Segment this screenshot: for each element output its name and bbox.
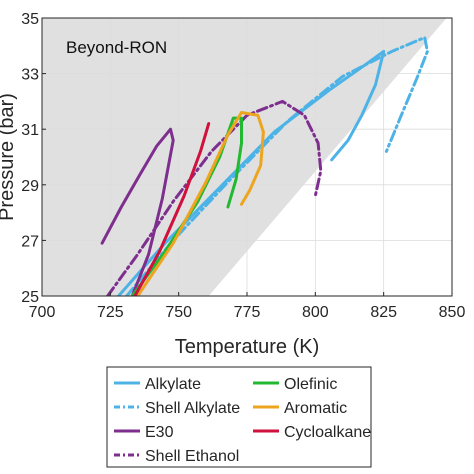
series-shell-alkylate — [125, 36, 429, 296]
legend-label: Alkylate — [145, 376, 201, 393]
x-tick-label: 800 — [302, 304, 329, 321]
y-tick-label: 25 — [21, 289, 39, 306]
y-tick-label: 33 — [21, 67, 39, 84]
y-tick-label: 35 — [21, 11, 39, 28]
x-tick-label: 850 — [439, 304, 466, 321]
x-tick-label: 775 — [234, 304, 261, 321]
series-cycloalkane — [133, 122, 211, 296]
legend: Alkylate Olefinic Shell Alkylate Aromatic E3… — [106, 366, 372, 468]
legend-label: Shell Ethanol — [145, 448, 239, 465]
shaded-region — [42, 18, 447, 296]
series-e30 — [100, 127, 175, 296]
series-shell-ethanol — [106, 99, 323, 296]
legend-label: Olefinic — [284, 376, 337, 393]
beyond-ron-label: Beyond-RON — [66, 38, 167, 57]
x-axis-label: Temperature (K) — [175, 336, 320, 358]
x-tick-label: 825 — [370, 304, 397, 321]
x-tick-label: 700 — [29, 304, 56, 321]
y-axis-label: Pressure (bar) — [0, 93, 18, 221]
x-tick-label: 725 — [97, 304, 124, 321]
series-olefinic — [130, 116, 243, 296]
beyond-ron-region — [42, 18, 447, 296]
legend-label: Cycloalkane — [284, 424, 371, 441]
y-tick-label: 31 — [21, 122, 39, 139]
y-tick-label: 29 — [21, 178, 39, 195]
legend-label: Aromatic — [284, 400, 347, 417]
legend-box — [106, 366, 372, 468]
legend-label: Shell Alkylate — [145, 400, 240, 417]
legend-label: E30 — [145, 424, 174, 441]
x-tick-label: 750 — [165, 304, 192, 321]
tick-labels: 700 725 750 775 800 825 850 25 27 29 31 33 35 — [21, 11, 465, 321]
series-lines — [100, 36, 429, 296]
y-tick-label: 27 — [21, 233, 39, 250]
series-aromatic — [136, 111, 265, 296]
